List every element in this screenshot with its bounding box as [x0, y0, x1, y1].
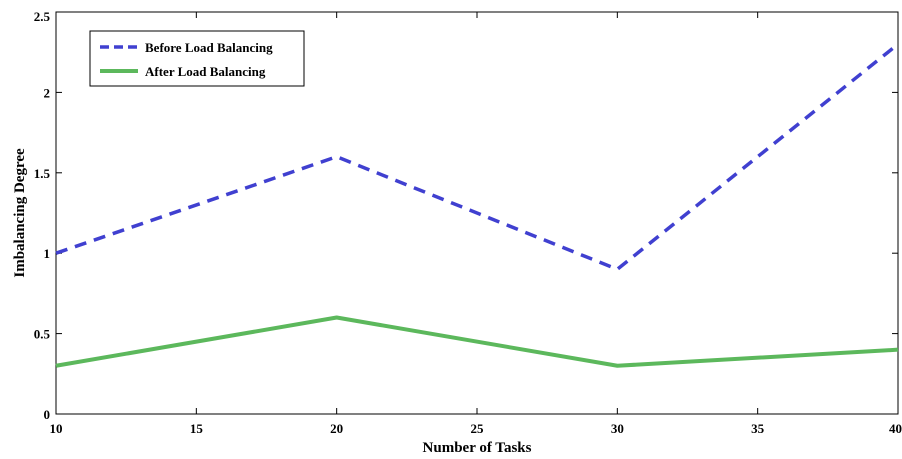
y-tick-label: 1.5 — [34, 166, 51, 181]
legend-label: Before Load Balancing — [145, 40, 273, 55]
series-line-after-load-balancing — [55, 315, 899, 368]
series-lines — [55, 42, 900, 368]
x-tick-label: 30 — [611, 421, 624, 436]
y-tick-label: 0.5 — [34, 327, 51, 342]
series-line-before-load-balancing — [55, 42, 900, 272]
y-tick-label: 0 — [44, 407, 51, 422]
legend-box — [89, 30, 305, 87]
x-tick-label: 40 — [889, 421, 902, 436]
y-tick-label: 2 — [44, 85, 51, 100]
axis-ticks: 10 15 20 25 30 35 40 0 0.5 1 1.5 2 2.5 — [34, 9, 902, 436]
x-axis-title: Number of Tasks — [423, 440, 532, 456]
x-tick-label: 35 — [751, 421, 765, 436]
legend-label: After Load Balancing — [145, 64, 266, 79]
x-tick-label: 20 — [330, 421, 343, 436]
x-tick-label: 10 — [50, 421, 63, 436]
y-tick-label: 1 — [44, 246, 51, 261]
legend: Before Load Balancing After Load Balancin… — [89, 30, 305, 87]
x-tick-label: 15 — [190, 421, 204, 436]
y-axis-title: Imbalancing Degree — [12, 148, 28, 278]
x-tick-label: 25 — [471, 421, 485, 436]
y-tick-label: 2.5 — [34, 9, 51, 24]
